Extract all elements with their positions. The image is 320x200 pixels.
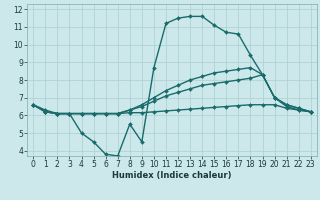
X-axis label: Humidex (Indice chaleur): Humidex (Indice chaleur)	[112, 171, 232, 180]
